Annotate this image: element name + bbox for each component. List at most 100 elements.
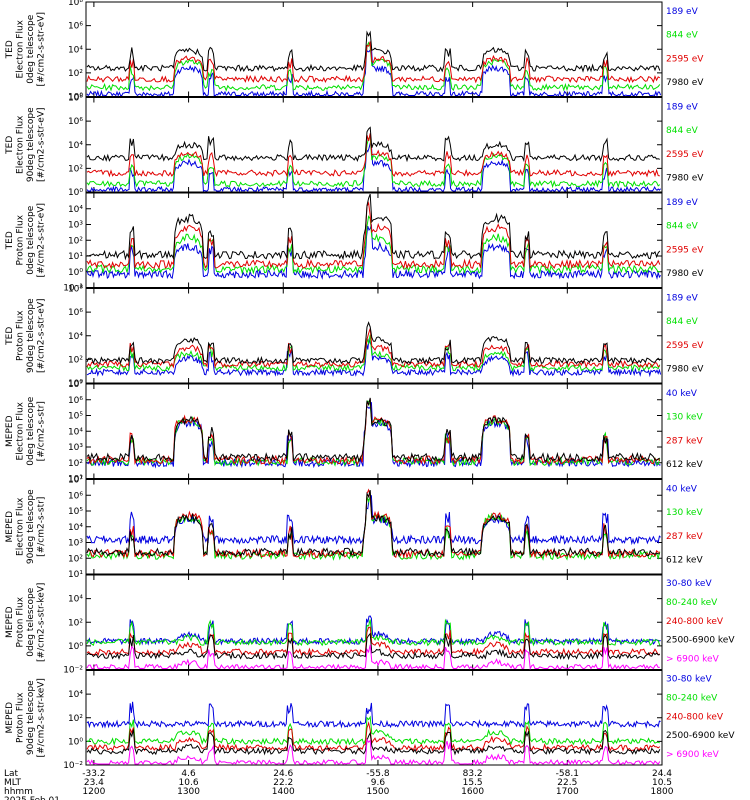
y-axis-title: MEPED Proton Flux 0deg telescope [#/cm2-s-s… [5, 583, 47, 662]
y-tick-label: 10³ [68, 443, 83, 453]
y-tick-label: 10³ [68, 221, 83, 231]
y-tick-label: 10⁴ [68, 427, 83, 437]
y-tick-label: 10⁻² [63, 665, 83, 675]
y-axis-title: TED Proton Flux 90deg telescope [#/cm2-s-st… [5, 298, 47, 373]
x-tick-label-mlt: 22.2 [273, 778, 293, 788]
y-tick-label: 10² [68, 554, 83, 564]
series-trace-blue [86, 338, 662, 378]
y-axis-title-line: TED [5, 231, 15, 250]
panel-5: 10¹ 10² 10³ 10⁴ 10⁵ 10⁶ 10⁷ MEPED Electron Flux 0… [5, 380, 703, 484]
x-tick-label-lat: -58.1 [556, 769, 579, 779]
legend-label-black: 7980 eV [666, 173, 704, 183]
series-trace-black [86, 126, 660, 163]
legend-label-red: 2595 eV [666, 54, 704, 64]
series-trace-black [86, 321, 661, 365]
legend-label-red: 240-800 keV [666, 617, 724, 627]
series-trace-red [86, 398, 661, 466]
y-axis-title-line: MEPED [5, 606, 15, 638]
legend-label-black: 7980 eV [666, 269, 704, 279]
y-axis-title-line: 0deg telescope [26, 396, 36, 466]
y-axis-title: MEPED Proton Flux 90deg telescope [#/cm2-s-… [5, 678, 47, 757]
x-tick-label-hhmm: 1200 [82, 787, 105, 797]
x-row-label: 2025 Feb 01 [4, 796, 60, 800]
y-axis-title-line: Electron Flux [16, 19, 26, 78]
x-tick-label-mlt: 23.4 [84, 778, 104, 788]
y-tick-label: 10⁸ [68, 0, 83, 8]
legend-label-red: 287 keV [666, 532, 703, 542]
legend-label-blue: 189 eV [666, 294, 699, 304]
legend-label-blue: 189 eV [666, 103, 699, 113]
legend-label-black: 612 keV [666, 460, 703, 470]
series-trace-red [86, 626, 661, 657]
x-tick-label-hhmm: 1300 [177, 787, 200, 797]
x-tick-label-lat: 24.6 [273, 769, 293, 779]
panel-1: 10⁰ 10² 10⁴ 10⁶ 10⁸ TED Electron Flux 0deg tele… [5, 0, 704, 102]
legend-label-blue: 30-80 keV [666, 579, 712, 589]
y-tick-label: 10⁴ [68, 45, 83, 55]
legend-label-magenta: > 6900 keV [666, 655, 720, 665]
y-tick-label: 10⁷ [68, 380, 83, 390]
legend-label-green: 844 eV [666, 126, 699, 136]
y-axis-title: TED Electron Flux 90deg telescope [#/cm2-s-… [5, 107, 47, 182]
series-trace-blue [86, 495, 661, 546]
y-axis-title-line: [#/cm2-s-str-eV] [37, 298, 47, 373]
series-trace-black [86, 193, 661, 261]
y-axis-title-line: 0deg telescope [26, 587, 36, 657]
y-tick-label: 10⁴ [68, 523, 83, 533]
legend-label-red: 2595 eV [666, 245, 704, 255]
series-trace-red [86, 41, 661, 84]
y-tick-label: 10⁰ [68, 268, 83, 278]
legend-label-green: 844 eV [666, 317, 699, 327]
y-tick-label: 10² [68, 714, 83, 724]
y-axis-title-line: [#/cm2-s-str-eV] [37, 107, 47, 182]
y-axis-title-line: 90deg telescope [26, 489, 36, 564]
series-trace-red [86, 721, 661, 752]
y-axis-title-line: 90deg telescope [26, 680, 36, 755]
legend-label-red: 240-800 keV [666, 712, 724, 722]
y-tick-label: 10⁴ [68, 595, 83, 605]
legend-label-red: 2595 eV [666, 150, 704, 160]
y-axis-title-line: [#/cm2-s-str] [37, 497, 47, 557]
series-trace-blue [86, 701, 661, 729]
x-tick-label-hhmm: 1800 [651, 787, 674, 797]
series-trace-black [86, 397, 661, 463]
panel-4: 10⁰ 10² 10⁴ 10⁶ 10⁸ TED Proton Flux 90deg teles… [5, 285, 704, 389]
legend-label-blue: 40 keV [666, 485, 698, 495]
y-axis-title-line: Electron Flux [16, 115, 26, 174]
x-axis-labels: LatMLThhmm2025 Feb 01-33.223.412004.610.… [4, 769, 674, 800]
x-tick-label-mlt: 15.5 [463, 778, 483, 788]
legend-label-red: 2595 eV [666, 341, 704, 351]
y-tick-label: 10⁴ [68, 205, 83, 215]
y-tick-label: 10⁻² [63, 761, 83, 771]
y-tick-label: 10¹ [68, 252, 83, 262]
panel-7: 10⁻² 10⁰ 10² 10⁴ MEPED Proton Flux 0deg telesc… [5, 574, 735, 675]
x-row-label: MLT [4, 778, 22, 788]
series-trace-green [86, 618, 661, 647]
y-axis-title: TED Electron Flux 0deg telescope [#/cm2-s-s… [5, 12, 47, 87]
y-tick-label: 10⁰ [68, 737, 83, 747]
y-axis-title-line: 0deg telescope [26, 205, 36, 275]
series-trace-blue [86, 224, 662, 280]
series-trace-magenta [86, 737, 661, 766]
y-tick-label: 10⁴ [68, 332, 83, 342]
legend-label-black: 2500-6900 keV [666, 731, 735, 741]
x-tick-label-mlt: 10.6 [179, 778, 199, 788]
legend-label-black: 2500-6900 keV [666, 636, 735, 646]
series-trace-green [86, 136, 661, 189]
x-row-label: hhmm [4, 787, 33, 797]
y-tick-label: 10⁷ [68, 476, 83, 486]
y-axis-title-line: TED [5, 327, 15, 346]
x-tick-label-mlt: 22.5 [557, 778, 577, 788]
legend-label-blue: 189 eV [666, 198, 699, 208]
series-trace-blue [86, 46, 662, 98]
y-axis-title-line: Proton Flux [16, 214, 26, 265]
y-axis-title: MEPED Electron Flux 90deg telescope [#/cm2-… [5, 489, 47, 564]
y-tick-label: 10⁰ [68, 188, 83, 198]
series-trace-green [86, 41, 661, 92]
x-tick-label-lat: -55.8 [366, 769, 390, 779]
y-tick-label: 10⁰ [68, 642, 83, 652]
x-tick-label-hhmm: 1400 [272, 787, 295, 797]
y-tick-label: 10² [68, 69, 83, 79]
series-trace-red [86, 328, 661, 369]
